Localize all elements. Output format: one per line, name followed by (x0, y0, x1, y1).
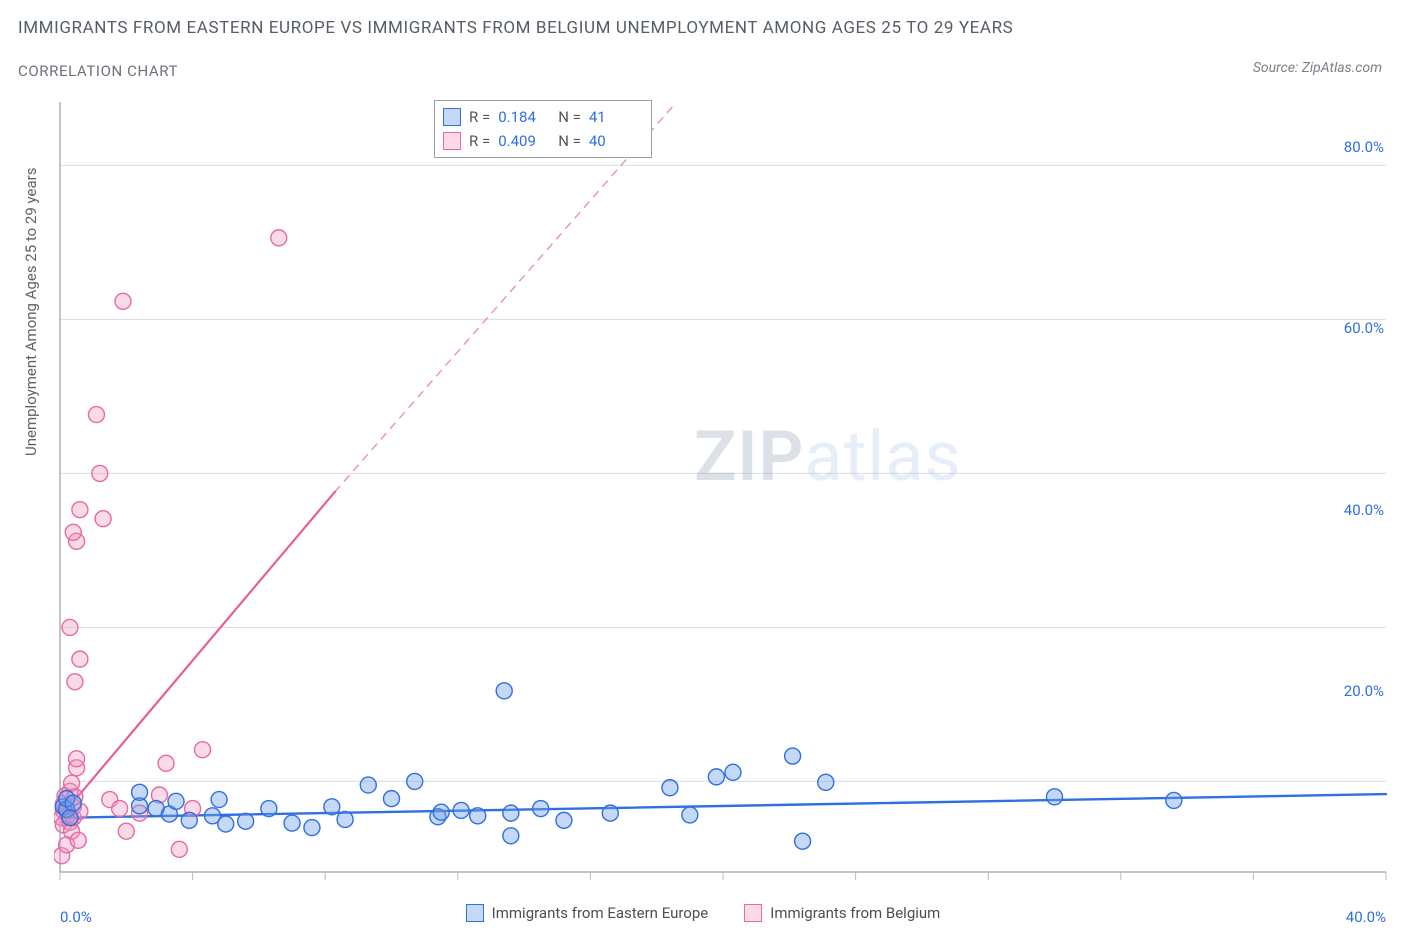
y-tick-label: 20.0% (1344, 682, 1384, 700)
legend-r-value: 0.409 (498, 129, 550, 153)
legend-item-eastern-europe: Immigrants from Eastern Europe (466, 904, 709, 922)
legend-n-value: 40 (589, 129, 641, 153)
y-axis-title: Unemployment Among Ages 25 to 29 years (22, 168, 40, 456)
source-label: Source: (1253, 60, 1298, 76)
legend-n-label: N = (558, 129, 581, 153)
legend-n-value: 41 (589, 105, 641, 129)
legend-item-belgium: Immigrants from Belgium (744, 904, 940, 922)
scatter-plot-svg (54, 96, 1392, 900)
plot-area: R =0.184N =41R =0.409N =40 ZIPatlas (54, 96, 1392, 900)
y-tick-label: 80.0% (1344, 138, 1384, 156)
legend-swatch-eastern-europe (466, 904, 484, 922)
legend-swatch-belgium (744, 904, 762, 922)
correlation-legend: R = 0.184 N = 41 R = 0.409 N = 40 (434, 100, 652, 158)
y-tick-label: 40.0% (1344, 501, 1384, 519)
legend-row: R = 0.409 N = 40 (443, 129, 641, 153)
legend-r-value: 0.184 (498, 105, 550, 129)
y-tick-label: 60.0% (1344, 319, 1384, 337)
series-legend: Immigrants from Eastern Europe Immigrant… (0, 904, 1406, 922)
source-value: ZipAtlas.com (1302, 60, 1382, 76)
legend-label-eastern-europe: Immigrants from Eastern Europe (492, 904, 709, 922)
legend-row: R = 0.184 N = 41 (443, 105, 641, 129)
legend-r-label: R = (469, 105, 490, 129)
chart-subtitle: CORRELATION CHART (18, 62, 178, 80)
chart-title: IMMIGRANTS FROM EASTERN EUROPE VS IMMIGR… (18, 18, 1013, 38)
legend-swatch (443, 132, 461, 150)
legend-r-label: R = (469, 129, 490, 153)
legend-swatch (443, 108, 461, 126)
legend-n-label: N = (558, 105, 581, 129)
legend-label-belgium: Immigrants from Belgium (770, 904, 940, 922)
source-credit: Source: ZipAtlas.com (1253, 60, 1382, 76)
